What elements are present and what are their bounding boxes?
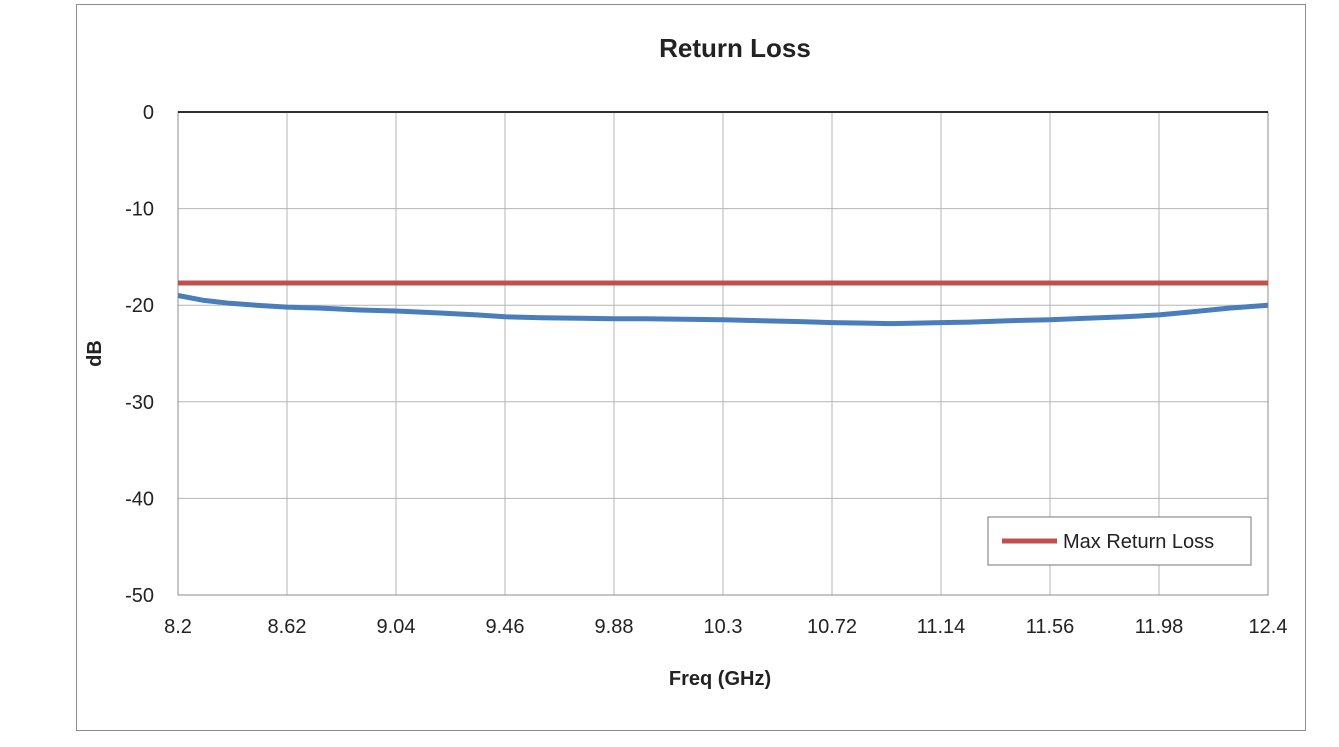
- chart-title: Return Loss: [659, 33, 811, 63]
- y-tick-label: -30: [125, 392, 154, 414]
- legend: Max Return Loss: [987, 516, 1252, 566]
- x-axis-label: Freq (GHz): [669, 668, 771, 690]
- gridlines: [177, 111, 1269, 596]
- y-tick-label: 0: [143, 102, 154, 124]
- legend-label-max-return-loss: Max Return Loss: [1063, 531, 1214, 553]
- x-tick-label: 11.56: [1026, 616, 1075, 638]
- y-tick-label: -50: [125, 585, 154, 607]
- x-tick-label: 9.04: [377, 616, 416, 638]
- y-tick-label: -20: [125, 295, 154, 317]
- return-loss-chart: Return Loss 0 -10 -20 -30 -40 -50 8.2 8.62 9.04…: [84, 33, 1287, 690]
- series-layer: [177, 280, 1269, 327]
- series-line-return-loss: [177, 293, 1269, 327]
- y-axis-ticks: 0 -10 -20 -30 -40 -50: [125, 102, 154, 607]
- x-axis-ticks: 8.2 8.62 9.04 9.46 9.88 10.3 10.72 11.14 11.56 11…: [164, 616, 1287, 638]
- x-tick-label: 11.98: [1135, 616, 1184, 638]
- x-tick-label: 10.3: [704, 616, 743, 638]
- x-tick-label: 9.46: [486, 616, 525, 638]
- y-tick-label: -40: [125, 488, 154, 510]
- x-tick-label: 11.14: [917, 616, 966, 638]
- x-tick-label: 10.72: [807, 616, 857, 638]
- x-tick-label: 8.2: [164, 616, 192, 638]
- y-axis-label: dB: [84, 340, 106, 367]
- x-tick-label: 8.62: [268, 616, 307, 638]
- x-tick-label: 12.4: [1249, 616, 1288, 638]
- y-tick-label: -10: [125, 199, 154, 221]
- x-tick-label: 9.88: [595, 616, 634, 638]
- chart-frame: Return Loss 0 -10 -20 -30 -40 -50 8.2 8.62 9.04…: [76, 4, 1306, 731]
